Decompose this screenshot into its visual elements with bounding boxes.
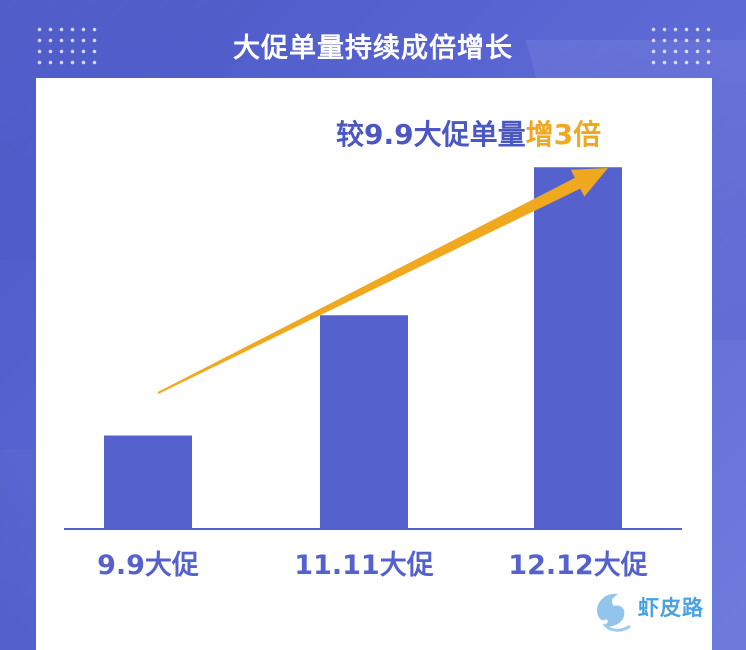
x-tick-label: 9.9大促 — [97, 550, 199, 581]
growth-annotation: 较9.9大促单量增3倍 — [336, 118, 601, 151]
bar — [534, 167, 622, 528]
dragon-logo-icon — [597, 593, 631, 632]
watermark-brand: 虾皮路 — [638, 596, 704, 620]
annotation-highlight: 增3倍 — [526, 118, 601, 151]
chart-card: 9.9大促 11.11大促 12.12大促 较9.9大促单量增3倍 — [36, 78, 712, 650]
dot-grid-decoration — [34, 24, 100, 68]
watermark: 虾皮路 — [590, 586, 740, 642]
bar — [104, 435, 192, 528]
bar-chart: 9.9大促 11.11大促 12.12大促 较9.9大促单量增3倍 — [64, 118, 682, 581]
page-title: 大促单量持续成倍增长 — [233, 33, 513, 64]
dot-grid-decoration — [648, 24, 714, 68]
x-tick-label: 11.11大促 — [294, 550, 433, 581]
x-tick-label: 12.12大促 — [508, 550, 647, 581]
annotation-prefix: 较9.9大促单量 — [336, 118, 526, 151]
bar — [320, 315, 408, 528]
trend-arrow — [157, 168, 608, 394]
